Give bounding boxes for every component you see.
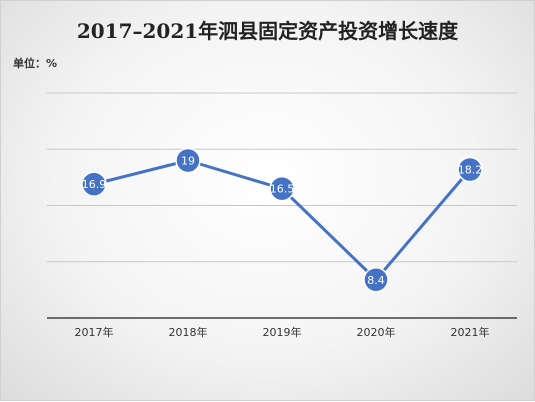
unit-label: 单位：% <box>13 57 58 70</box>
x-tick-label: 2018年 <box>169 325 208 339</box>
data-point <box>269 175 295 202</box>
x-tick-label: 2019年 <box>263 325 302 339</box>
data-point <box>457 156 483 183</box>
data-point <box>363 267 389 293</box>
chart-title: 2017–2021年泗县固定资产投资增长速度 <box>76 19 459 43</box>
x-tick-label: 2020年 <box>357 325 396 339</box>
data-label: 16.5 <box>270 183 295 196</box>
data-point <box>175 147 201 174</box>
data-label: 8.4 <box>367 274 385 287</box>
data-label: 19 <box>181 155 195 168</box>
data-label: 18.2 <box>458 164 483 177</box>
data-point <box>81 171 107 197</box>
x-tick-label: 2017年 <box>75 325 114 339</box>
data-label: 16.9 <box>82 178 107 191</box>
x-tick-label: 2021年 <box>451 325 490 339</box>
